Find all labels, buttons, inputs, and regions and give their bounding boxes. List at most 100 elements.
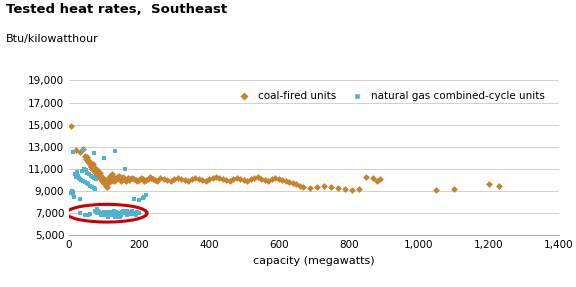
Point (140, 194, 149, 199)
Point (129, 211, 138, 216)
Point (159, 177, 168, 181)
Point (81, 168, 90, 172)
Point (240, 178, 249, 182)
Point (120, 211, 130, 216)
Point (110, 178, 119, 182)
Point (198, 178, 207, 182)
Point (89, 168, 98, 172)
Point (120, 178, 130, 182)
Point (109, 209, 118, 213)
Point (85, 212, 94, 217)
Point (152, 179, 161, 183)
Point (222, 178, 231, 182)
Point (90, 164, 99, 169)
Point (110, 211, 119, 216)
Point (109, 177, 118, 181)
Point (132, 210, 142, 214)
Point (93, 169, 103, 173)
Point (82, 158, 91, 162)
Point (75, 197, 84, 201)
Point (112, 213, 122, 218)
Point (80, 153, 89, 158)
Point (87, 184, 96, 189)
Point (97, 213, 106, 218)
Point (126, 212, 135, 217)
Point (109, 179, 119, 183)
Point (129, 177, 138, 181)
Point (87, 167, 96, 171)
Point (107, 175, 116, 180)
Point (91, 209, 100, 213)
Point (86, 164, 96, 169)
Point (108, 212, 118, 217)
Point (103, 214, 112, 219)
Point (70, 194, 79, 199)
Point (102, 180, 111, 185)
Point (88, 166, 97, 170)
Point (86, 173, 96, 178)
Point (112, 210, 121, 214)
Point (341, 187, 350, 191)
Point (103, 210, 112, 214)
Point (107, 210, 116, 214)
Point (78, 179, 88, 183)
Point (215, 175, 224, 180)
Point (113, 212, 123, 217)
Point (127, 175, 137, 180)
Point (111, 175, 120, 180)
Point (66, 123, 75, 128)
Point (89, 151, 98, 156)
Point (110, 149, 119, 154)
Point (150, 178, 160, 182)
Point (75, 150, 84, 155)
Point (320, 183, 329, 188)
Point (108, 172, 117, 177)
Point (285, 180, 294, 185)
Point (147, 175, 156, 180)
Point (77, 169, 86, 173)
Point (104, 174, 113, 179)
Point (117, 210, 126, 214)
Point (71, 174, 81, 179)
Point (81, 157, 90, 161)
Point (73, 173, 82, 178)
Point (143, 177, 153, 181)
Point (102, 211, 111, 216)
Point (131, 178, 140, 182)
Point (85, 172, 94, 177)
Point (122, 209, 131, 213)
Point (122, 213, 131, 218)
Point (191, 175, 200, 180)
Point (236, 177, 245, 181)
Point (80, 213, 89, 218)
Point (162, 178, 172, 182)
Point (105, 212, 114, 217)
Point (225, 179, 234, 183)
Point (372, 179, 381, 183)
Point (103, 184, 112, 189)
Point (67, 189, 77, 193)
Point (115, 214, 124, 219)
Point (156, 175, 165, 180)
Point (449, 187, 458, 191)
Point (281, 179, 290, 183)
Point (112, 177, 121, 181)
Point (173, 175, 182, 180)
Point (194, 177, 203, 181)
Point (86, 163, 96, 168)
Point (218, 177, 228, 181)
Point (89, 185, 98, 190)
Point (77, 178, 86, 182)
Point (107, 179, 116, 183)
Point (71, 172, 80, 177)
Point (101, 212, 111, 217)
Point (132, 179, 142, 183)
Point (113, 212, 123, 217)
Point (108, 174, 118, 179)
Point (101, 211, 111, 216)
Point (232, 175, 241, 180)
Legend: coal-fired units, natural gas combined-cycle units: coal-fired units, natural gas combined-c… (230, 87, 548, 105)
Point (100, 210, 109, 214)
Point (84, 160, 93, 164)
Point (334, 185, 343, 190)
